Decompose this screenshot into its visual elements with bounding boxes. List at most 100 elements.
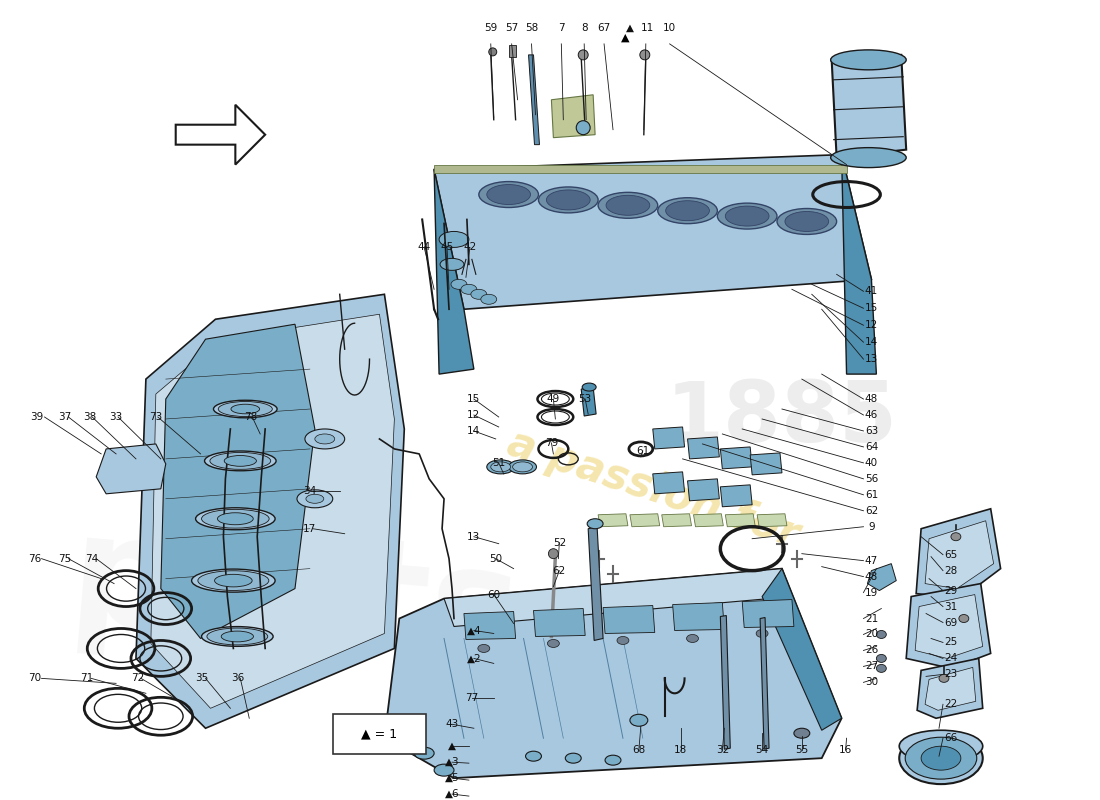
Ellipse shape — [508, 460, 537, 474]
Ellipse shape — [539, 187, 598, 213]
Text: 68: 68 — [632, 745, 646, 755]
Ellipse shape — [877, 665, 887, 672]
Ellipse shape — [439, 231, 469, 247]
Ellipse shape — [587, 518, 603, 529]
Ellipse shape — [196, 508, 275, 530]
FancyBboxPatch shape — [332, 714, 426, 754]
Ellipse shape — [305, 429, 344, 449]
Ellipse shape — [477, 645, 490, 653]
Ellipse shape — [565, 753, 581, 763]
Ellipse shape — [547, 190, 591, 210]
Text: 13: 13 — [468, 532, 481, 542]
Text: ▲ = 1: ▲ = 1 — [362, 728, 397, 741]
Ellipse shape — [630, 714, 648, 726]
Polygon shape — [534, 609, 585, 637]
Text: 59: 59 — [484, 23, 497, 33]
Text: 78: 78 — [243, 412, 257, 422]
Ellipse shape — [491, 462, 510, 472]
Polygon shape — [693, 514, 724, 526]
Text: ▲4: ▲4 — [466, 626, 481, 635]
Polygon shape — [464, 611, 516, 639]
Text: 66: 66 — [944, 734, 957, 743]
Polygon shape — [652, 472, 684, 494]
Polygon shape — [868, 564, 896, 590]
Polygon shape — [444, 569, 792, 626]
Text: 67: 67 — [597, 23, 611, 33]
Text: 75: 75 — [58, 554, 72, 564]
Ellipse shape — [686, 634, 698, 642]
Text: 12: 12 — [865, 320, 878, 330]
Polygon shape — [720, 485, 752, 506]
Text: 62: 62 — [552, 566, 567, 576]
Ellipse shape — [224, 455, 256, 466]
Ellipse shape — [207, 628, 267, 645]
Polygon shape — [161, 324, 315, 638]
Ellipse shape — [315, 434, 334, 444]
Text: 22: 22 — [944, 699, 957, 710]
Text: 50: 50 — [490, 554, 503, 564]
Ellipse shape — [717, 203, 777, 229]
Text: 14: 14 — [468, 426, 481, 436]
Polygon shape — [603, 606, 654, 634]
Text: 19: 19 — [865, 587, 878, 598]
Text: 52: 52 — [552, 538, 567, 548]
Ellipse shape — [899, 730, 982, 762]
Text: 79: 79 — [544, 438, 558, 448]
Text: 14: 14 — [865, 337, 878, 347]
Text: 70: 70 — [28, 674, 41, 683]
Text: 15: 15 — [865, 303, 878, 314]
Polygon shape — [760, 618, 769, 749]
Text: 41: 41 — [865, 286, 878, 296]
Text: 28: 28 — [944, 566, 957, 576]
Polygon shape — [750, 453, 782, 475]
Text: 71: 71 — [79, 674, 92, 683]
Polygon shape — [688, 437, 719, 459]
Polygon shape — [176, 105, 265, 165]
Polygon shape — [720, 615, 730, 749]
Polygon shape — [662, 514, 692, 526]
Text: 42: 42 — [463, 242, 476, 253]
Ellipse shape — [617, 637, 629, 645]
Text: 43: 43 — [446, 719, 459, 730]
Ellipse shape — [306, 494, 323, 503]
Text: ▲: ▲ — [620, 33, 629, 43]
Ellipse shape — [481, 294, 497, 304]
Ellipse shape — [210, 453, 271, 470]
Text: 35: 35 — [195, 674, 208, 683]
Polygon shape — [384, 569, 842, 778]
Polygon shape — [528, 55, 539, 145]
Ellipse shape — [434, 764, 454, 776]
Ellipse shape — [201, 510, 270, 528]
Ellipse shape — [666, 201, 710, 221]
Text: 36: 36 — [231, 674, 244, 683]
Ellipse shape — [213, 400, 277, 418]
Text: 29: 29 — [944, 586, 957, 595]
Ellipse shape — [221, 631, 253, 642]
Text: 48: 48 — [865, 572, 878, 582]
Ellipse shape — [231, 404, 260, 414]
Ellipse shape — [582, 383, 596, 391]
Ellipse shape — [218, 402, 273, 417]
Polygon shape — [136, 294, 405, 728]
Polygon shape — [925, 667, 976, 710]
Ellipse shape — [214, 574, 252, 587]
Text: 16: 16 — [839, 745, 853, 755]
Ellipse shape — [830, 148, 906, 167]
Text: 7: 7 — [558, 23, 564, 33]
Text: 49: 49 — [547, 394, 560, 404]
Text: 64: 64 — [865, 442, 878, 452]
Text: 46: 46 — [865, 410, 878, 420]
Text: 57: 57 — [505, 23, 518, 33]
Ellipse shape — [658, 198, 717, 224]
Polygon shape — [725, 514, 755, 526]
Polygon shape — [688, 479, 719, 501]
Polygon shape — [434, 170, 474, 374]
Text: 55: 55 — [795, 745, 808, 755]
Text: 44: 44 — [418, 242, 431, 253]
Ellipse shape — [487, 185, 530, 205]
Ellipse shape — [899, 732, 982, 784]
Text: 73: 73 — [150, 412, 163, 422]
Ellipse shape — [191, 569, 275, 592]
Ellipse shape — [785, 211, 828, 231]
Text: ▲6: ▲6 — [444, 789, 460, 799]
